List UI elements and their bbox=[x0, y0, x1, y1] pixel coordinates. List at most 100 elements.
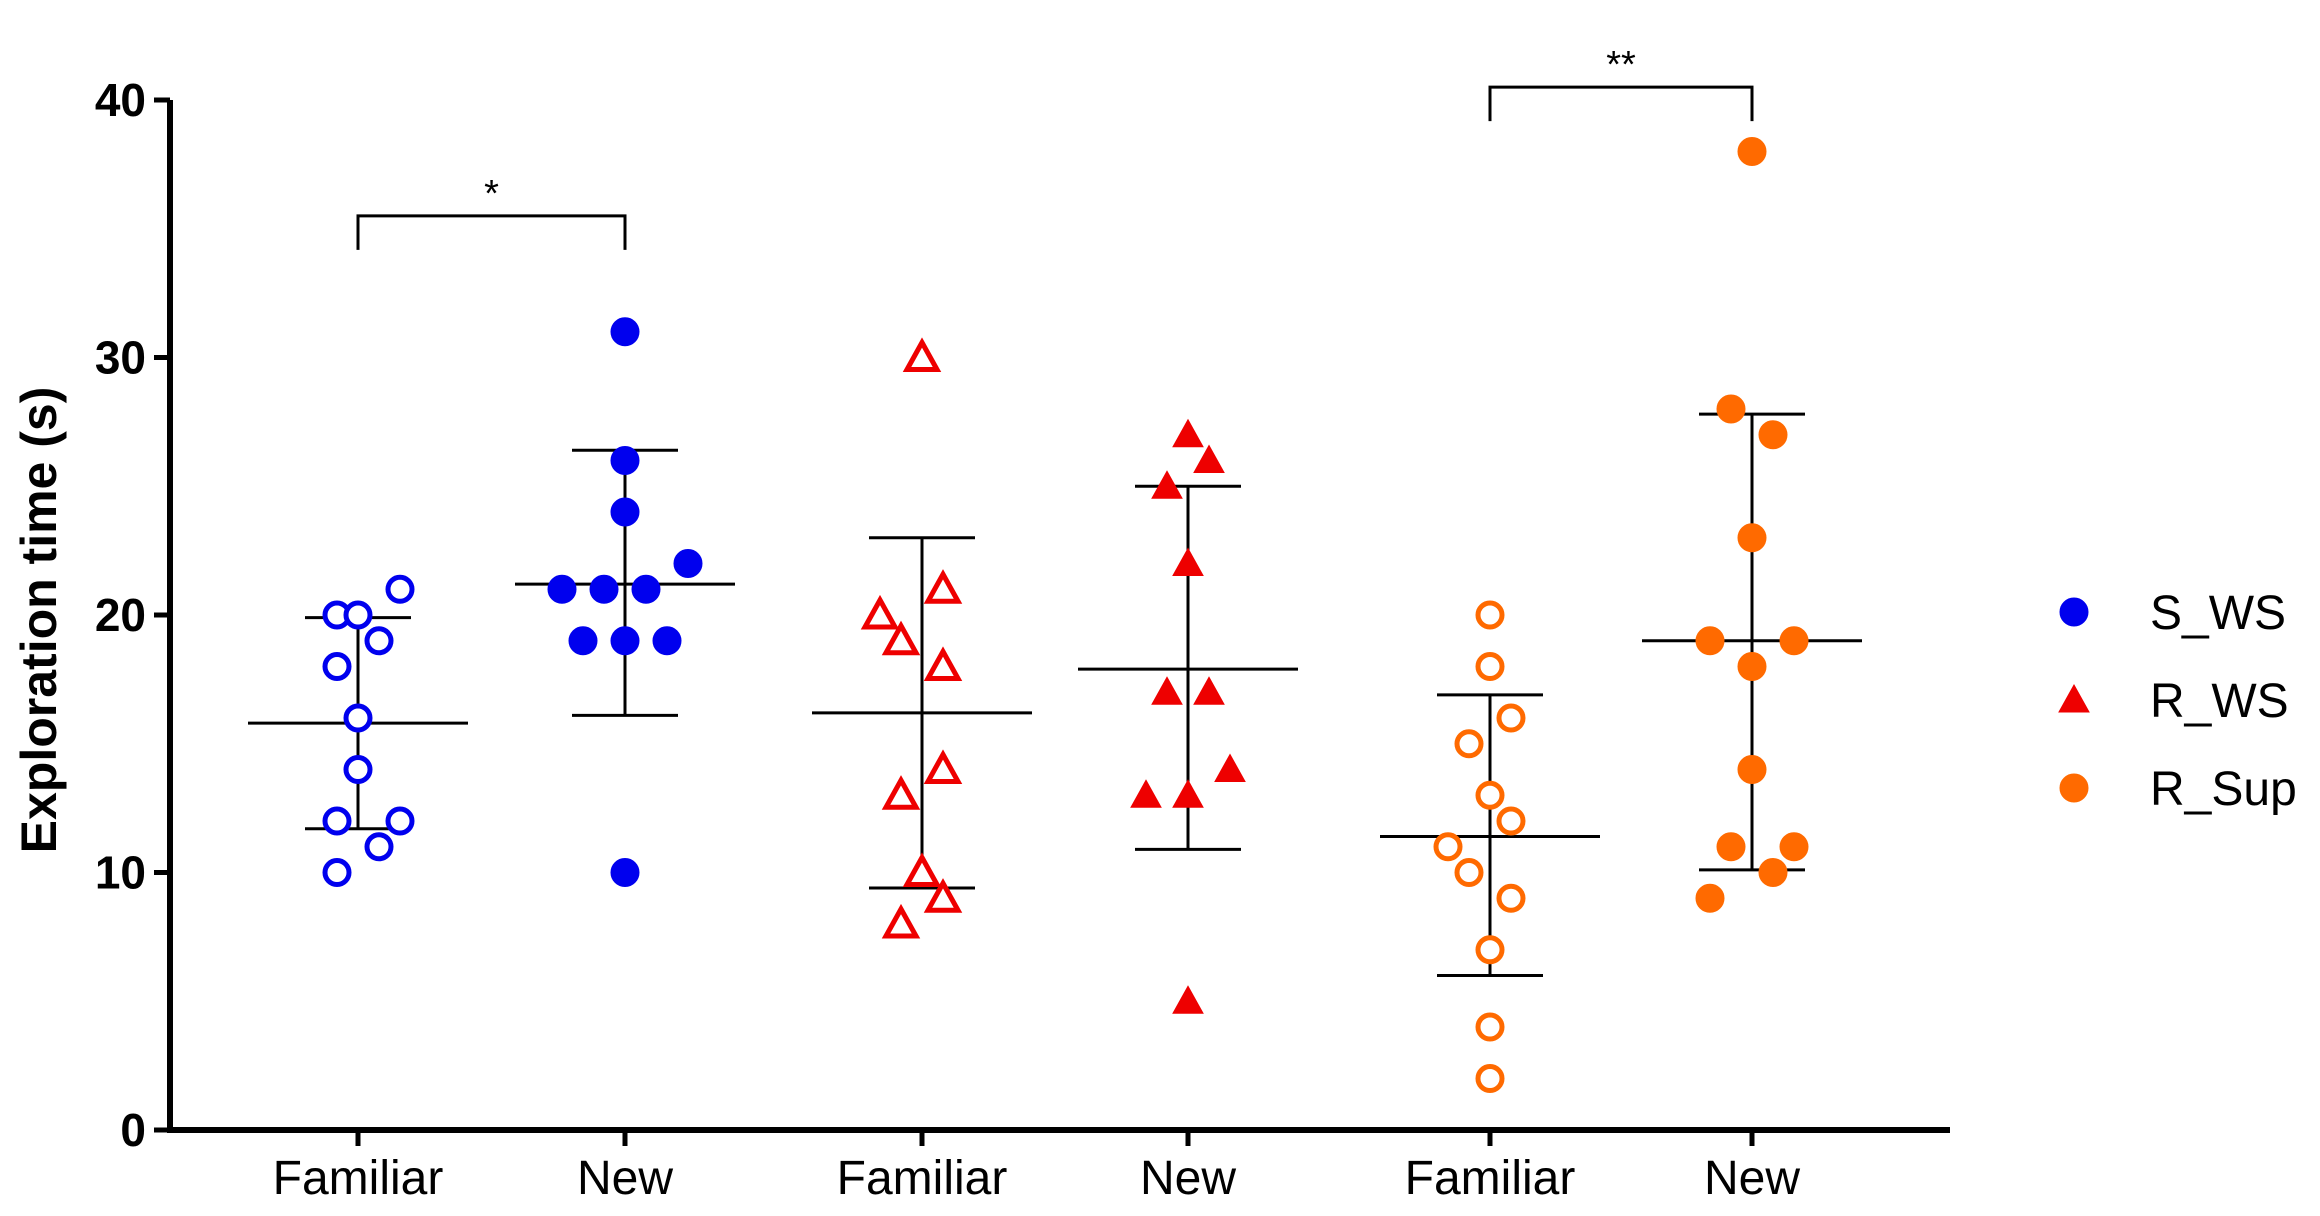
group-S_WS-new bbox=[515, 317, 735, 887]
y-axis-label: Exploration time (s) bbox=[11, 387, 67, 854]
legend-label: S_WS bbox=[2150, 587, 2286, 640]
group-R_WS-familiar bbox=[812, 337, 1032, 939]
data-point bbox=[631, 574, 661, 604]
data-point bbox=[1172, 779, 1204, 808]
significance-bracket: ** bbox=[1488, 44, 1754, 122]
data-point bbox=[610, 446, 640, 475]
legend-marker bbox=[2059, 773, 2089, 803]
data-point bbox=[610, 858, 640, 887]
data-point bbox=[1454, 729, 1484, 759]
data-point bbox=[1716, 394, 1746, 424]
data-point bbox=[1695, 626, 1725, 656]
data-points bbox=[248, 137, 1862, 1093]
legend-item-r_ws: R_WS bbox=[2058, 675, 2289, 728]
data-point bbox=[1695, 883, 1725, 913]
data-point bbox=[1475, 1064, 1505, 1093]
data-point bbox=[343, 703, 373, 733]
data-point bbox=[1758, 858, 1788, 887]
axes: Exploration time (s) 0 10 20 30 40 Familiar Ne… bbox=[11, 74, 1950, 1205]
data-point bbox=[1475, 600, 1505, 630]
y-tick-label: 30 bbox=[95, 332, 146, 384]
data-point bbox=[902, 337, 942, 372]
y-tick-label: 10 bbox=[95, 847, 146, 899]
y-tick-label: 40 bbox=[95, 74, 146, 126]
data-point bbox=[1214, 753, 1246, 782]
x-tick-label: Familiar bbox=[837, 1152, 1008, 1205]
data-point bbox=[923, 646, 963, 681]
data-point bbox=[881, 903, 921, 939]
data-point bbox=[1151, 676, 1183, 705]
x-tick-label: New bbox=[1140, 1152, 1236, 1205]
legend-item-r_sup: R_Sup bbox=[2059, 763, 2297, 816]
significance-label: ** bbox=[1606, 44, 1636, 86]
data-point bbox=[860, 594, 900, 630]
data-point bbox=[1737, 755, 1767, 784]
data-point bbox=[547, 574, 577, 604]
data-point bbox=[610, 317, 640, 347]
x-tick-label: Familiar bbox=[1405, 1152, 1576, 1205]
significance-label: * bbox=[484, 173, 499, 215]
bracket-line bbox=[1488, 85, 1754, 122]
legend-item-s_ws: S_WS bbox=[2059, 587, 2286, 640]
data-point bbox=[673, 549, 703, 578]
y-tick-label: 0 bbox=[120, 1104, 146, 1156]
data-point bbox=[385, 574, 415, 604]
data-point bbox=[1496, 806, 1526, 836]
data-point bbox=[364, 626, 394, 656]
data-point bbox=[385, 806, 415, 836]
x-tick-label: New bbox=[577, 1152, 673, 1205]
bracket-line bbox=[356, 214, 627, 250]
data-point bbox=[1172, 547, 1204, 576]
data-point bbox=[364, 832, 394, 862]
data-point bbox=[1737, 523, 1767, 553]
data-point bbox=[881, 620, 921, 656]
data-point bbox=[322, 858, 352, 887]
x-tick-label: New bbox=[1704, 1152, 1800, 1205]
data-point bbox=[923, 569, 963, 604]
data-point bbox=[589, 574, 619, 604]
data-point bbox=[1475, 652, 1505, 681]
data-point bbox=[1193, 444, 1225, 473]
legend-label: R_Sup bbox=[2150, 763, 2297, 816]
data-point bbox=[1779, 626, 1809, 656]
legend-label: R_WS bbox=[2150, 675, 2289, 728]
data-point bbox=[322, 806, 352, 836]
legend: S_WS R_WS R_Sup bbox=[2058, 587, 2297, 816]
data-point bbox=[322, 652, 352, 681]
data-point bbox=[1172, 418, 1204, 448]
data-point bbox=[610, 497, 640, 527]
group-R_Sup-new bbox=[1642, 137, 1862, 913]
data-point bbox=[343, 755, 373, 784]
data-point bbox=[1779, 832, 1809, 862]
data-point bbox=[923, 878, 963, 913]
data-point bbox=[1475, 1012, 1505, 1042]
data-point bbox=[343, 600, 373, 630]
significance-annotations: *** bbox=[356, 44, 1754, 250]
group-R_Sup-familiar bbox=[1380, 600, 1600, 1093]
legend-marker bbox=[2058, 683, 2090, 713]
data-point bbox=[1758, 420, 1788, 450]
data-point bbox=[1716, 832, 1746, 862]
data-point bbox=[1193, 676, 1225, 705]
data-point bbox=[610, 626, 640, 656]
data-point bbox=[881, 775, 921, 810]
data-point bbox=[1475, 935, 1505, 965]
y-tick-label: 20 bbox=[95, 589, 146, 641]
data-point bbox=[1737, 652, 1767, 681]
group-R_WS-new bbox=[1078, 418, 1298, 1014]
group-S_WS-familiar bbox=[248, 574, 468, 887]
data-point bbox=[1172, 985, 1204, 1014]
data-point bbox=[1737, 137, 1767, 166]
legend-marker bbox=[2059, 597, 2089, 627]
data-point bbox=[568, 626, 598, 656]
data-point bbox=[1433, 832, 1463, 862]
data-point bbox=[1151, 470, 1183, 499]
data-point bbox=[1130, 779, 1162, 808]
data-point bbox=[1496, 883, 1526, 913]
data-point bbox=[1496, 703, 1526, 733]
data-point bbox=[1475, 780, 1505, 810]
data-point bbox=[902, 852, 942, 887]
data-point bbox=[652, 626, 682, 656]
data-point bbox=[923, 749, 963, 784]
